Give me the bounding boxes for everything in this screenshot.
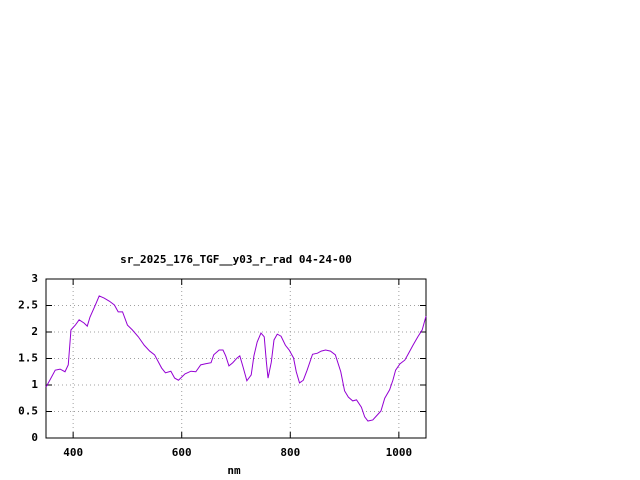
- x-axis-label: nm: [227, 464, 241, 477]
- x-tick-label: 400: [63, 446, 83, 459]
- x-tick-label: 1000: [386, 446, 413, 459]
- y-tick-label: 3: [31, 272, 38, 285]
- y-tick-label: 0: [31, 431, 38, 444]
- y-tick-label: 2.5: [18, 299, 38, 312]
- plot-frame: [45, 278, 427, 439]
- chart-title: sr_2025_176_TGF__y03_r_rad 04-24-00: [120, 253, 352, 266]
- y-tick-label: 1: [31, 378, 38, 391]
- x-tick-label: 800: [280, 446, 300, 459]
- y-tick-label: 2: [31, 325, 38, 338]
- y-tick-label: 1.5: [18, 352, 38, 365]
- y-tick-label: 0.5: [18, 405, 38, 418]
- x-tick-label: 600: [172, 446, 192, 459]
- data-line: [45, 295, 427, 422]
